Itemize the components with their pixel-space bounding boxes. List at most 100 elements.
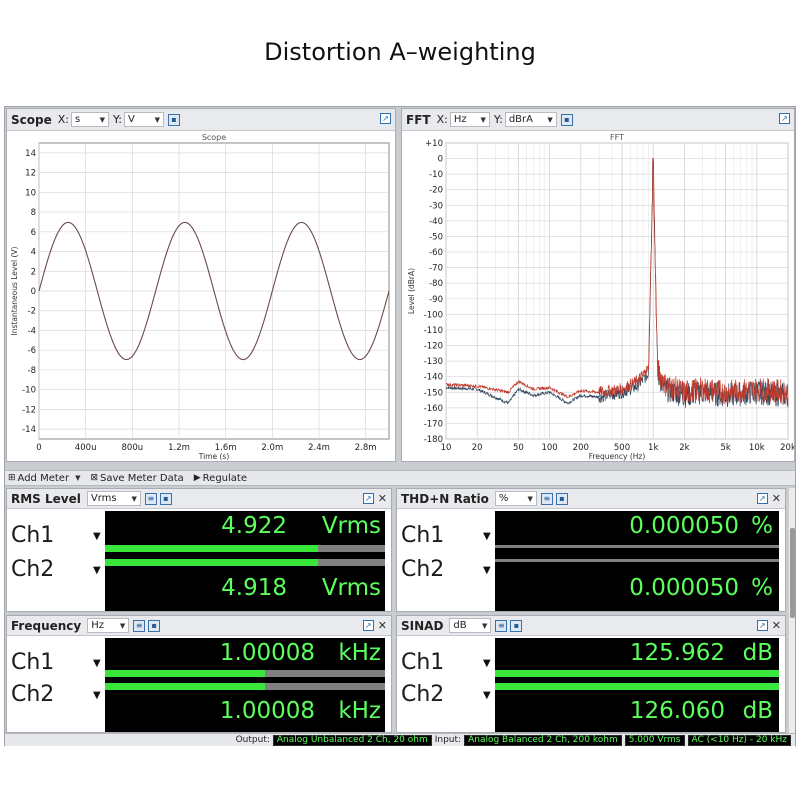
save-meter-data-label: Save Meter Data bbox=[100, 472, 184, 484]
meter-settings-icon[interactable]: ▪ bbox=[148, 619, 161, 632]
pop-out-icon[interactable]: ↗ bbox=[362, 620, 374, 631]
fft-x-tick-label: 500 bbox=[614, 443, 630, 453]
rms-ch2-bar-fill bbox=[105, 559, 318, 566]
meter-settings-icon[interactable]: ▪ bbox=[159, 492, 172, 505]
freq-unit-select[interactable]: Hz ▼ bbox=[87, 618, 130, 633]
chevron-down-icon[interactable]: ▼ bbox=[93, 565, 101, 576]
thdn-ch2-display: 0.000050 % bbox=[495, 571, 779, 611]
rms-ch2-bar bbox=[105, 559, 385, 566]
close-icon[interactable]: ✕ bbox=[377, 619, 387, 632]
coupling-value[interactable]: AC (<10 Hz) - 20 kHz bbox=[687, 734, 791, 746]
thdn-header: THD+N Ratio % ▼ ≡ ▪ ↗ ✕ bbox=[397, 489, 785, 509]
fft-x-tick-label: 1k bbox=[648, 443, 658, 453]
fft-y-tick-label: -110 bbox=[424, 326, 443, 336]
close-icon[interactable]: ✕ bbox=[771, 619, 781, 632]
thdn-title: THD+N Ratio bbox=[401, 491, 489, 506]
graph-settings-icon[interactable]: ▪ bbox=[560, 113, 573, 126]
scope-y-tick-label: 0 bbox=[31, 287, 36, 297]
fft-y-unit-select[interactable]: dBrA ▼ bbox=[504, 112, 557, 127]
meter-toolbar: ⊞ Add Meter ▼ ⊠ Save Meter Data ▶ Regulate bbox=[5, 470, 795, 486]
input-label: Input: bbox=[434, 735, 462, 745]
freq-ch1-unit: kHz bbox=[338, 640, 381, 666]
pop-out-icon[interactable]: ↗ bbox=[362, 493, 374, 504]
analyzer-window: Scope X: s ▼ Y: V ▼ ▪ ↗ Scope 14 12 10 8 6 4 2 0 -2… bbox=[4, 106, 796, 746]
chevron-down-icon[interactable]: ▼ bbox=[93, 658, 101, 669]
close-icon[interactable]: ✕ bbox=[377, 492, 387, 505]
chevron-down-icon[interactable]: ▼ bbox=[93, 690, 101, 701]
chevron-down-icon: ▼ bbox=[119, 621, 126, 630]
save-meter-data-button[interactable]: ⊠ Save Meter Data bbox=[90, 473, 183, 484]
freq-header-controls: ↗ ✕ bbox=[362, 619, 387, 632]
freq-ch1-display: 1.00008 kHz bbox=[105, 638, 385, 694]
fft-y-tick-label: -50 bbox=[429, 232, 443, 242]
scope-x-axis-label: Time (s) bbox=[198, 452, 230, 461]
chevron-down-icon[interactable]: ▼ bbox=[483, 658, 491, 669]
sinad-ch1-bar bbox=[495, 670, 779, 677]
scope-x-unit-select[interactable]: s ▼ bbox=[70, 112, 109, 127]
scope-header: Scope X: s ▼ Y: V ▼ ▪ ↗ bbox=[7, 109, 395, 131]
sinad-ch2-unit: dB bbox=[742, 698, 773, 724]
fft-y-tick-label: -100 bbox=[424, 310, 443, 320]
scrollbar-thumb[interactable] bbox=[790, 528, 795, 618]
meter-options-icon[interactable]: ≡ bbox=[540, 492, 553, 505]
thdn-ch1-value: 0.000050 bbox=[629, 513, 739, 539]
freq-ch1-row: Ch1 ▼ 1.00008 kHz bbox=[7, 636, 391, 698]
add-icon: ⊞ bbox=[8, 473, 16, 483]
thdn-ch2-value: 0.000050 bbox=[629, 575, 739, 601]
thdn-ch2-bar bbox=[495, 559, 779, 562]
chevron-down-icon[interactable]: ▼ bbox=[93, 531, 101, 542]
scope-y-unit-select[interactable]: V ▼ bbox=[123, 112, 164, 127]
fft-y-label: Y: bbox=[493, 113, 503, 126]
meter-options-icon[interactable]: ≡ bbox=[144, 492, 157, 505]
pop-out-icon[interactable]: ↗ bbox=[779, 113, 790, 124]
output-value[interactable]: Analog Unbalanced 2 Ch, 20 ohm bbox=[272, 734, 432, 746]
pop-out-icon[interactable]: ↗ bbox=[756, 620, 768, 631]
chevron-down-icon[interactable]: ▼ bbox=[483, 531, 491, 542]
sinad-ch2-value: 126.060 bbox=[629, 698, 725, 724]
scope-y-tick-label: 14 bbox=[25, 149, 36, 159]
fft-x-axis-label: Frequency (Hz) bbox=[589, 452, 646, 461]
fft-x-tick-label: 20 bbox=[472, 443, 483, 453]
chevron-down-icon[interactable]: ▼ bbox=[483, 565, 491, 576]
regulate-button[interactable]: ▶ Regulate bbox=[194, 473, 247, 484]
sinad-unit-select[interactable]: dB ▼ bbox=[449, 618, 492, 633]
level-value[interactable]: 5.000 Vrms bbox=[624, 734, 685, 746]
input-value[interactable]: Analog Balanced 2 Ch, 200 kohm bbox=[464, 734, 622, 746]
thdn-header-controls: ↗ ✕ bbox=[756, 492, 781, 505]
graph-settings-icon[interactable]: ▪ bbox=[167, 113, 180, 126]
freq-unit-value: Hz bbox=[91, 620, 105, 631]
meter-settings-icon[interactable]: ▪ bbox=[555, 492, 568, 505]
rms-unit-select[interactable]: Vrms ▼ bbox=[86, 491, 141, 506]
scope-x-tick-label: 2.0m bbox=[261, 443, 283, 453]
rms-ch2-row: Ch2 ▼ 4.918 Vrms bbox=[7, 551, 391, 613]
fft-x-tick-label: 5k bbox=[720, 443, 730, 453]
scope-x-tick-label: 2.8m bbox=[355, 443, 377, 453]
fft-y-tick-label: -10 bbox=[429, 170, 443, 180]
meter-settings-icon[interactable]: ▪ bbox=[510, 619, 523, 632]
fft-title: FFT bbox=[406, 112, 431, 127]
fft-x-unit-select[interactable]: Hz ▼ bbox=[449, 112, 490, 127]
rms-ch1-label: Ch1 bbox=[11, 523, 55, 548]
chevron-down-icon: ▼ bbox=[99, 115, 105, 124]
fft-x-tick-label: 20k bbox=[780, 443, 794, 453]
fft-y-tick-label: -160 bbox=[424, 404, 443, 414]
output-label: Output: bbox=[235, 735, 270, 745]
sinad-meter: SINAD dB ▼ ≡ ▪ ↗ ✕ Ch1 ▼ 125.962 dB bbox=[396, 615, 786, 733]
fft-y-tick-label: -20 bbox=[429, 186, 443, 196]
meter-options-icon[interactable]: ≡ bbox=[495, 619, 508, 632]
thdn-unit-select[interactable]: % ▼ bbox=[494, 491, 537, 506]
scope-x-tick-label: 400u bbox=[75, 443, 97, 453]
chevron-down-icon[interactable]: ▼ bbox=[483, 690, 491, 701]
scope-y-tick-label: -2 bbox=[28, 307, 36, 317]
meter-options-icon[interactable]: ≡ bbox=[133, 619, 146, 632]
pop-out-icon[interactable]: ↗ bbox=[756, 493, 768, 504]
thdn-ch2-unit: % bbox=[751, 575, 773, 601]
chevron-down-icon: ▼ bbox=[131, 494, 137, 503]
meters-scrollbar[interactable] bbox=[788, 488, 795, 733]
pop-out-icon[interactable]: ↗ bbox=[380, 113, 391, 124]
close-icon[interactable]: ✕ bbox=[771, 492, 781, 505]
fft-x-label: X: bbox=[436, 113, 448, 126]
fft-header-controls: ↗ bbox=[779, 113, 790, 124]
frequency-meter: Frequency Hz ▼ ≡ ▪ ↗ ✕ Ch1 ▼ 1.00008 kHz bbox=[6, 615, 392, 733]
add-meter-button[interactable]: ⊞ Add Meter ▼ bbox=[8, 473, 80, 484]
